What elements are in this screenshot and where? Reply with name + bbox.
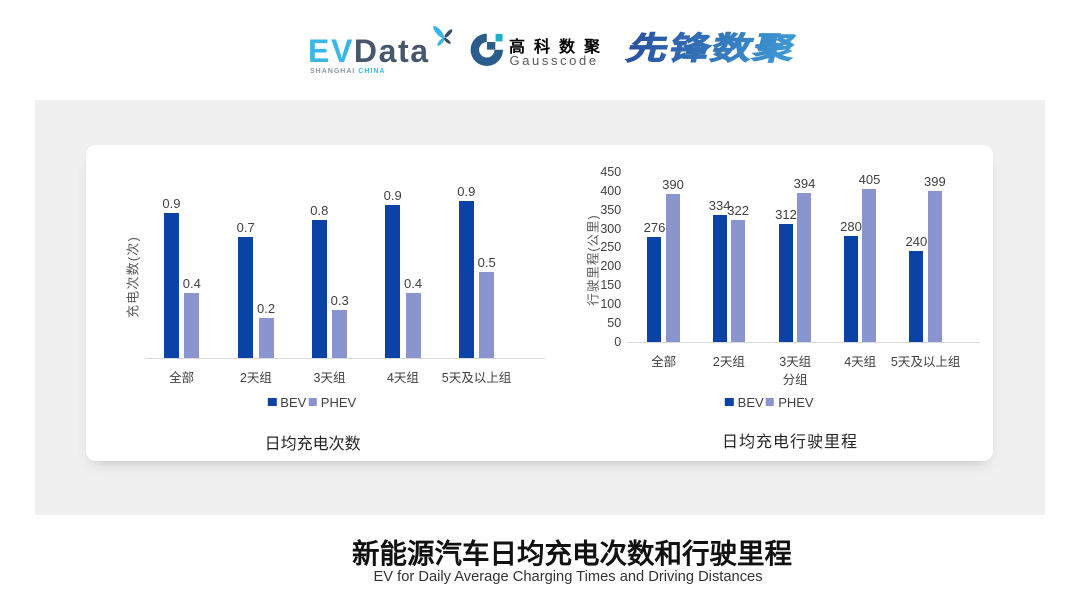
svg-text:先锋数聚: 先锋数聚 bbox=[624, 31, 802, 66]
